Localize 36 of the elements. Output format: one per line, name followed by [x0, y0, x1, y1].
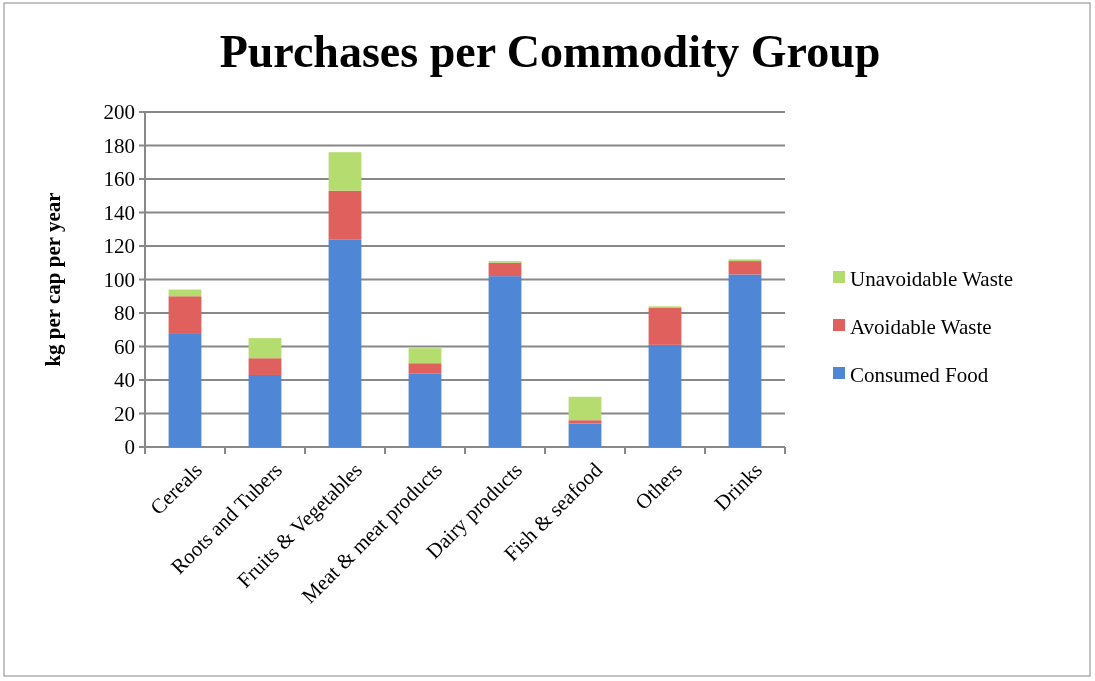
bar	[728, 274, 762, 447]
y-tick-label: 100	[103, 267, 135, 292]
legend-label: Consumed Food	[850, 363, 989, 388]
y-axis-title: kg per cap per year	[41, 192, 65, 367]
bar	[408, 373, 442, 447]
chart-title: Purchases per Commodity Group	[219, 26, 881, 77]
bar	[248, 374, 282, 447]
y-tick-label: 120	[103, 234, 135, 259]
bar	[648, 344, 682, 447]
bar	[568, 420, 602, 424]
y-tick-label: 40	[114, 368, 135, 393]
bar	[248, 338, 282, 359]
legend-label: Unavoidable Waste	[850, 267, 1013, 292]
bar	[328, 190, 362, 240]
bar	[568, 396, 602, 421]
bar	[408, 348, 442, 364]
bar	[728, 261, 762, 275]
bar	[568, 423, 602, 447]
bar	[408, 363, 442, 374]
y-tick-label: 0	[124, 435, 135, 460]
bar	[648, 307, 682, 345]
legend-label: Avoidable Waste	[850, 315, 992, 340]
y-tick-label: 60	[114, 334, 135, 359]
y-tick-label: 180	[103, 133, 135, 158]
y-tick-label: 160	[103, 167, 135, 192]
y-tick-label: 200	[103, 100, 135, 125]
bar	[328, 152, 362, 191]
bar	[328, 239, 362, 447]
y-tick-label: 20	[114, 401, 135, 426]
y-tick-label: 80	[114, 301, 135, 326]
y-tick-label: 140	[103, 200, 135, 225]
bar	[248, 358, 282, 375]
bar	[488, 262, 522, 277]
bar	[168, 333, 202, 447]
bar	[488, 276, 522, 447]
bar	[168, 296, 202, 334]
